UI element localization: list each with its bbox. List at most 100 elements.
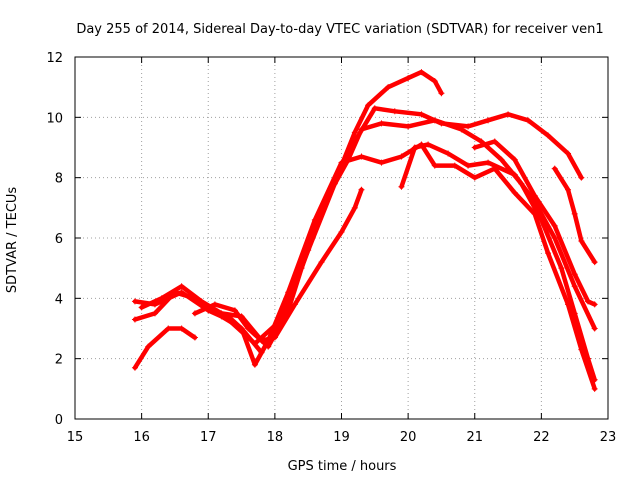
data-point-marker — [385, 84, 392, 91]
data-point-marker — [318, 259, 325, 266]
data-point-marker — [465, 162, 472, 169]
data-point-marker — [191, 310, 198, 317]
data-point-marker — [411, 144, 418, 151]
data-point-marker — [145, 343, 152, 350]
data-point-marker — [178, 283, 185, 290]
data-point-marker — [358, 153, 365, 160]
series-line — [472, 139, 597, 307]
data-point-marker — [511, 189, 518, 196]
data-point-marker — [451, 162, 458, 169]
data-point-marker — [151, 310, 158, 317]
data-point-marker — [285, 307, 292, 314]
data-point-marker — [591, 259, 598, 266]
data-point-marker — [191, 334, 198, 341]
data-point-marker — [365, 102, 372, 109]
data-point-marker — [578, 238, 585, 245]
data-point-marker — [591, 325, 598, 332]
data-point-marker — [398, 153, 405, 160]
data-point-marker — [545, 132, 552, 139]
x-tick-label: 16 — [133, 430, 150, 445]
data-point-marker — [565, 150, 572, 157]
data-point-marker — [158, 295, 165, 302]
y-tick-label: 6 — [55, 232, 63, 247]
series-group — [131, 69, 598, 392]
data-point-marker — [438, 120, 445, 127]
data-point-marker — [525, 117, 532, 124]
data-point-marker — [225, 313, 232, 320]
data-point-marker — [211, 301, 218, 308]
data-point-marker — [265, 337, 272, 344]
data-point-marker — [231, 307, 238, 314]
data-point-marker — [565, 301, 572, 308]
data-point-marker — [591, 385, 598, 392]
x-tick-label: 18 — [267, 430, 284, 445]
data-point-marker — [131, 316, 138, 323]
data-point-marker — [445, 150, 452, 157]
data-point-marker — [511, 156, 518, 163]
data-point-marker — [551, 222, 558, 229]
x-tick-label: 21 — [466, 430, 483, 445]
x-tick-label: 19 — [333, 430, 350, 445]
data-point-marker — [378, 159, 385, 166]
y-tick-label: 0 — [55, 413, 63, 428]
x-tick-label: 17 — [200, 430, 217, 445]
data-point-marker — [511, 171, 518, 178]
x-tick-label: 15 — [67, 430, 84, 445]
series-arc-8 — [471, 138, 598, 308]
data-point-marker — [531, 210, 538, 217]
data-point-marker — [571, 283, 578, 290]
data-point-marker — [198, 298, 205, 305]
data-point-marker — [498, 156, 505, 163]
data-point-marker — [311, 216, 318, 223]
data-point-marker — [585, 298, 592, 305]
data-point-marker — [251, 361, 258, 368]
x-tick-label: 22 — [533, 430, 550, 445]
data-point-marker — [431, 162, 438, 169]
data-point-marker — [571, 271, 578, 278]
data-point-marker — [378, 120, 385, 127]
data-point-marker — [591, 301, 598, 308]
data-point-marker — [338, 159, 345, 166]
data-point-marker — [238, 325, 245, 332]
data-point-marker — [551, 235, 558, 241]
y-tick-label: 10 — [46, 111, 63, 126]
data-point-marker — [391, 108, 398, 115]
series-arc-7 — [398, 141, 598, 332]
data-point-marker — [291, 301, 298, 308]
data-point-marker — [491, 138, 498, 145]
data-point-marker — [425, 141, 432, 148]
data-point-marker — [138, 304, 145, 311]
data-point-marker — [351, 204, 358, 211]
data-point-marker — [471, 174, 478, 181]
plot-frame — [74, 56, 609, 420]
x-axis-label: GPS time / hours — [288, 459, 397, 474]
data-point-marker — [465, 123, 472, 130]
data-point-marker — [205, 304, 212, 311]
data-point-marker — [418, 111, 425, 118]
data-point-marker — [551, 165, 558, 172]
data-point-marker — [418, 69, 425, 76]
data-point-marker — [131, 364, 138, 371]
x-tick-label: 20 — [400, 430, 417, 445]
x-tick-label: 23 — [600, 430, 617, 445]
data-point-marker — [351, 129, 358, 136]
data-point-marker — [471, 144, 478, 151]
y-tick-label: 4 — [55, 292, 63, 307]
data-point-marker — [485, 159, 492, 166]
data-point-marker — [131, 298, 138, 305]
data-point-marker — [578, 174, 585, 181]
y-tick-label: 8 — [55, 172, 63, 187]
y-tick-label: 12 — [46, 51, 63, 66]
data-point-marker — [545, 250, 552, 257]
y-axis-label: SDTVAR / TECUs — [5, 187, 20, 294]
data-point-marker — [531, 192, 538, 199]
chart-title: Day 255 of 2014, Sidereal Day-to-day VTE… — [76, 22, 603, 37]
series-arc-3 — [131, 325, 198, 371]
data-point-marker — [431, 78, 438, 85]
data-point-marker — [405, 123, 412, 130]
data-point-marker — [558, 265, 565, 272]
data-point-marker — [405, 75, 412, 82]
data-point-marker — [485, 117, 492, 124]
